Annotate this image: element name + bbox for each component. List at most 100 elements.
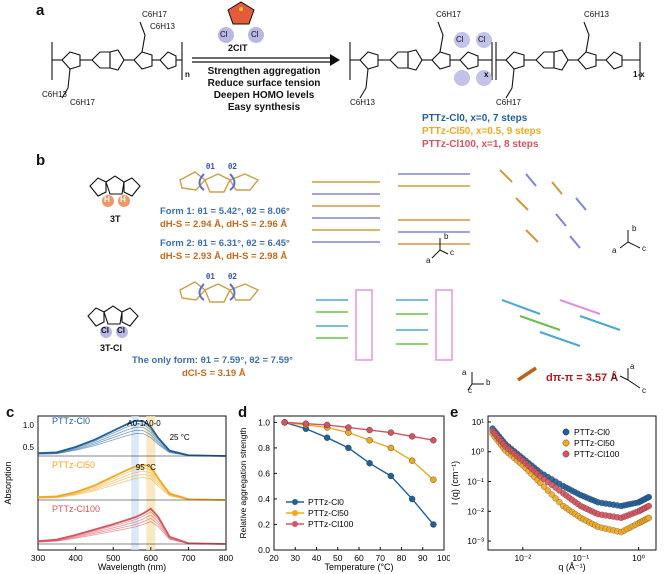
data-point-PTTz-Cl0 [345,444,352,452]
ytick-label: 10⁻² [467,506,484,516]
theta1-3tcl: θ1 [206,272,215,281]
ytick-label: 10¹ [472,417,484,427]
data-point-PTTz-Cl50 [556,499,563,506]
reaction-conditions: Strengthen aggregation Reduce surface te… [194,66,334,114]
torsion-arrows [198,173,236,301]
legend-label-PTTz-Cl0: PTTz-Cl0 [308,497,344,507]
right-polymer-structure [349,21,641,99]
band-a01 [131,416,139,550]
sub-r-3: C6H13 [350,98,375,107]
data-point-PTTz-Cl50 [548,491,555,498]
data-point-PTTz-Cl100 [387,429,395,436]
xtick-label: 90 [418,553,428,563]
packing-3t-form2 [398,173,470,245]
plot-frame [487,415,657,551]
left-polymer-structure [51,21,183,99]
legend-cl0: PTTz-Cl0, x=0, 7 steps [422,113,528,124]
packing-3tcl-slipped [501,299,621,347]
condition-2: Reduce surface tension [207,78,321,89]
x-axis-title: q (Å⁻¹) [558,562,585,572]
condition-4: Easy synthesis [227,102,301,113]
series-label-PTTz-Cl50: PTTz-Cl50 [52,460,95,470]
panel-a-structures [51,1,641,99]
legend-label-PTTz-Cl100: PTTz-Cl100 [574,449,620,459]
xtick-label: 100 [437,553,450,563]
ytick-label: 1.0 [258,417,270,427]
panel-label-e: e [450,404,459,421]
absorption-temp-line-PTTz-Cl100-4 [37,520,227,545]
reagent-label: 2ClT [228,43,248,53]
legend-label-PTTz-Cl0: PTTz-Cl0 [574,427,610,437]
xtick-label: 20 [269,553,279,563]
annotation-a01: A0-1 [127,419,144,428]
band-a00 [146,416,156,550]
cl-label-left: Cl [101,326,109,335]
data-point-PTTz-Cl50 [537,479,544,487]
mol-3tcl-label: 3T-Cl [100,343,123,353]
form2-angles: Form 2: θ1 = 6.31°, θ2 = 6.45° [160,238,290,249]
xtick-label: 70 [376,553,386,563]
data-point-PTTz-Cl50 [430,476,437,484]
sub-l-2: C6H13 [150,22,175,31]
sub-l-1: C6H17 [142,10,167,19]
ytick-label: 0.0 [258,545,270,555]
h-label-left: H [104,195,110,204]
xtick-label: 300 [31,553,45,563]
form2-distances: dH-S = 2.93 Å, dH-S = 2.98 Å [160,251,288,262]
xtick-label: 10⁻¹ [572,553,589,563]
legend-cl100: PTTz-Cl100, x=1, 8 steps [422,139,539,150]
data-point-PTTz-Cl50 [540,483,548,490]
data-point-PTTz-Cl50 [408,457,416,464]
data-point-PTTz-Cl50 [387,444,395,452]
packing-3tcl-columns [316,299,428,345]
legend-cl50: PTTz-Cl50, x=0.5, 9 steps [422,126,542,137]
left-poly-n: n [185,70,190,79]
h-label-right: H [120,195,126,204]
axis-b-1: b [444,232,449,241]
h-atom-left [102,195,114,207]
series-line-PTTz-Cl50 [284,421,434,481]
axis-b-4: b [612,372,617,381]
axis-a-4: a [630,362,635,371]
annotation-25c: 25 °C [170,433,190,442]
ytick-label: 0.5 [23,443,35,452]
geom-3t [179,171,260,193]
axis-c-2: c [642,244,646,253]
xtick-label: 500 [106,553,120,563]
legend-marker-PTTz-Cl0 [292,499,298,505]
reagent-cl-left: Cl [220,30,228,39]
x-axis-title: Temperature (°C) [324,562,393,572]
xtick-label: 80 [397,553,407,563]
panel-label-a: a [36,2,45,19]
annotation-a00: A0-0 [144,419,161,428]
axis-c-3: c [468,386,472,395]
data-point-PTTz-Cl50 [366,437,373,444]
data-point-PTTz-Cl100 [302,420,310,427]
panel-label-c: c [6,404,15,421]
ytick-label: 0.6 [258,468,270,478]
data-point-PTTz-Cl100 [430,437,437,444]
chart-saxs: 10⁻² 10⁻¹ 10⁰10⁻³10⁻²10⁻¹10⁰10¹PTTz-Cl0PTT… [450,415,657,572]
theta2-3t: θ2 [228,162,237,171]
mol-3t-cl [87,305,139,327]
legend-label-PTTz-Cl100: PTTz-Cl100 [308,519,354,529]
x-axis-title: Wavelength (nm) [98,562,166,572]
axis-b-3: b [486,378,491,387]
condition-3: Deepen HOMO levels [213,90,315,101]
legend-marker-PTTz-Cl50 [292,510,298,516]
data-point-PTTz-Cl50 [544,487,552,494]
sub-l-4: C6H17 [70,98,95,107]
ytick-label: 10⁻¹ [467,477,484,487]
data-point-PTTz-Cl0 [645,493,652,501]
data-point-PTTz-Cl0 [408,495,416,503]
y-axis-title: Relative aggregation strength [238,427,248,538]
legend-marker-PTTz-Cl100 [292,521,298,527]
mol-3t-label: 3T [110,214,121,224]
xtick-label: 800 [219,553,233,563]
sub-r-4: C6H17 [496,98,521,107]
sub-r-1: C6H17 [436,10,461,19]
theta1-3t: θ1 [206,162,215,171]
axis-a-2: a [612,246,617,255]
ytick-label: 1.0 [23,421,35,430]
legend-marker-PTTz-Cl0 [562,428,570,436]
